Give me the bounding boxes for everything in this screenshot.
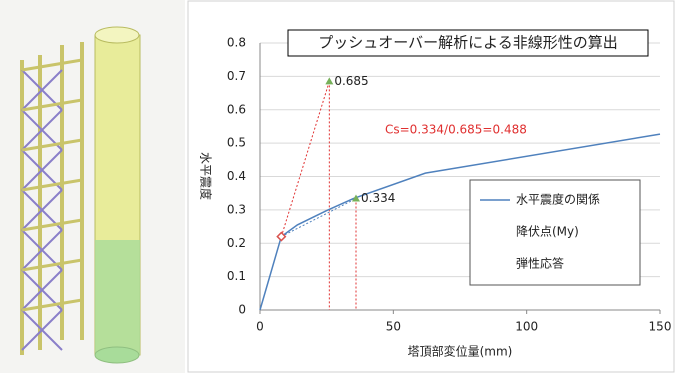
y-tick-label: 0.5	[227, 136, 246, 150]
y-tick-label: 0.3	[227, 202, 246, 216]
page: 水平震度 塔頂部変位量(mm) Cs=0.334/0.685=0.488 プッシ…	[0, 0, 675, 373]
y-tick-label: 0.4	[227, 169, 246, 183]
data-label: 0.685	[334, 74, 368, 88]
y-tick-label: 0.6	[227, 102, 246, 116]
y-tick-label: 0.2	[227, 236, 246, 250]
legend-label: 降伏点(My)	[516, 225, 579, 239]
annotation: Cs=0.334/0.685=0.488	[385, 123, 527, 137]
y-tick-label: 0.1	[227, 269, 246, 283]
x-tick-label: 0	[256, 320, 264, 334]
chart-title: プッシュオーバー解析による非線形性の算出	[318, 34, 617, 52]
data-label: 0.334	[361, 191, 395, 205]
y-tick-label: 0.7	[227, 69, 246, 83]
y-tick-label: 0.8	[227, 36, 246, 50]
legend-label: 弾性応答	[516, 256, 564, 271]
legend-label: 水平震度の関係	[516, 192, 600, 207]
x-tick-label: 150	[649, 320, 672, 334]
y-tick-label: 0	[238, 303, 246, 317]
x-axis-label: 塔頂部変位量(mm)	[408, 344, 513, 359]
tower-illustration	[0, 0, 185, 373]
x-tick-label: 50	[386, 320, 401, 334]
x-tick-label: 100	[515, 320, 538, 334]
y-axis-label: 水平震度	[199, 152, 214, 200]
